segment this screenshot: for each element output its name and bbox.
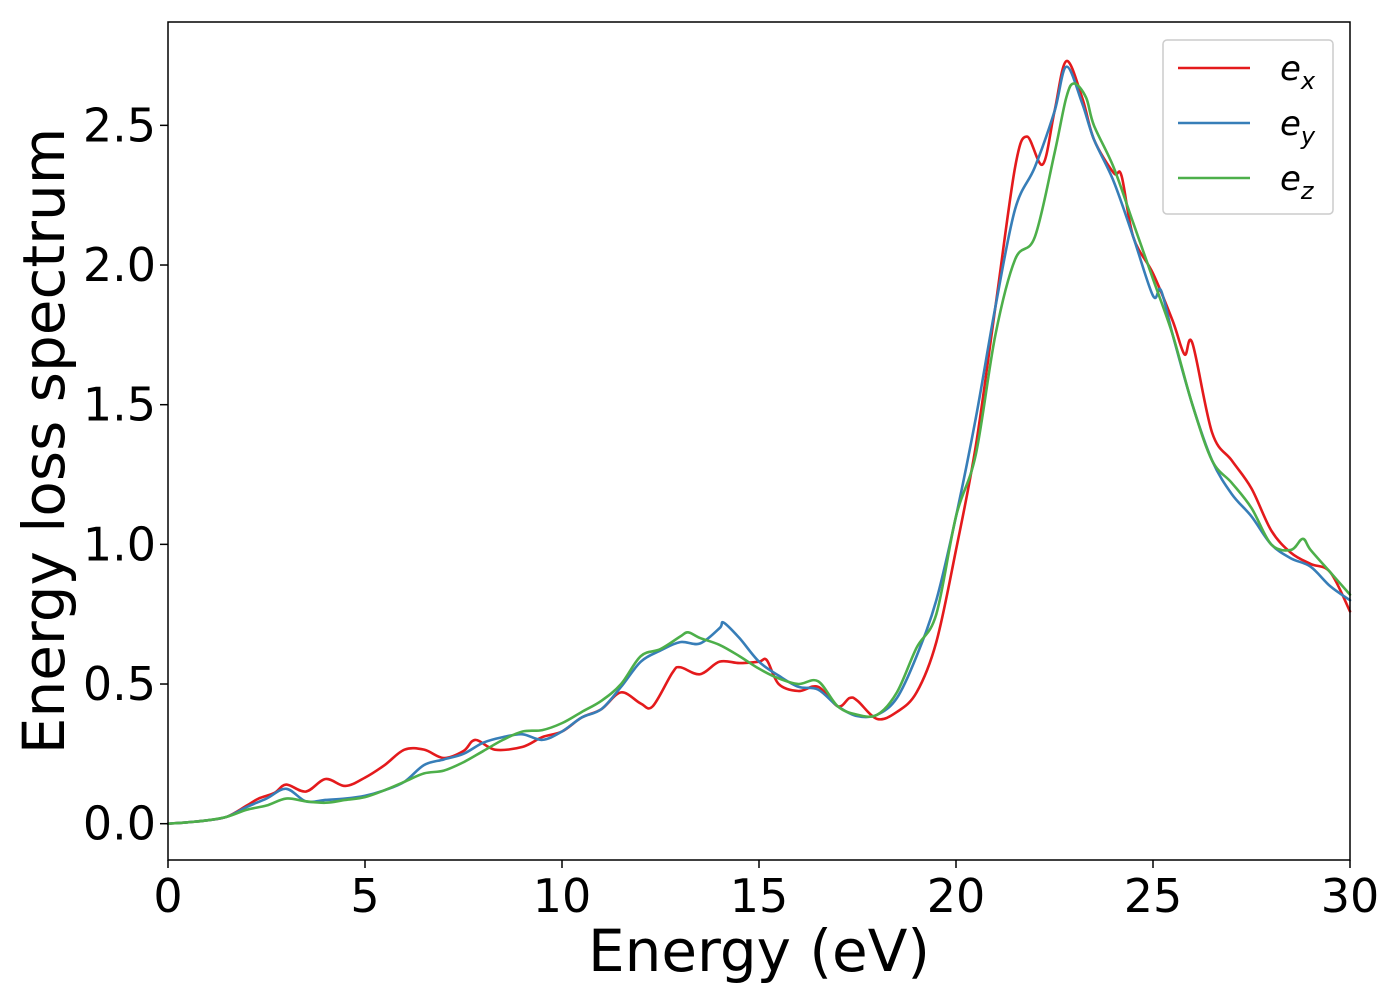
y-axis: 0.0 0.5 1.0 1.5 2.0 2.5 <box>83 98 168 851</box>
x-tick-label: 25 <box>1124 869 1183 923</box>
y-tick-label: 2.5 <box>83 98 156 152</box>
x-tick-label: 5 <box>350 869 379 923</box>
y-tick-label: 1.5 <box>83 378 156 432</box>
x-tick-label: 10 <box>533 869 592 923</box>
plot-background <box>168 22 1350 860</box>
x-tick-label: 15 <box>730 869 789 923</box>
y-tick-label: 0.0 <box>83 797 156 851</box>
x-axis-title: Energy (eV) <box>588 917 930 985</box>
x-tick-label: 20 <box>927 869 986 923</box>
series-line-z <box>166 82 1352 825</box>
y-axis-title: Energy loss spectrum <box>10 128 78 754</box>
series-layer <box>166 59 1352 825</box>
legend-box <box>1162 39 1334 215</box>
y-tick-label: 2.0 <box>83 238 156 292</box>
y-tick-label: 0.5 <box>83 657 156 711</box>
x-axis: 0 5 10 15 20 25 30 <box>153 860 1379 923</box>
x-tick-label: 30 <box>1321 869 1380 923</box>
x-tick-label: 0 <box>153 869 182 923</box>
y-tick-label: 1.0 <box>83 517 156 571</box>
